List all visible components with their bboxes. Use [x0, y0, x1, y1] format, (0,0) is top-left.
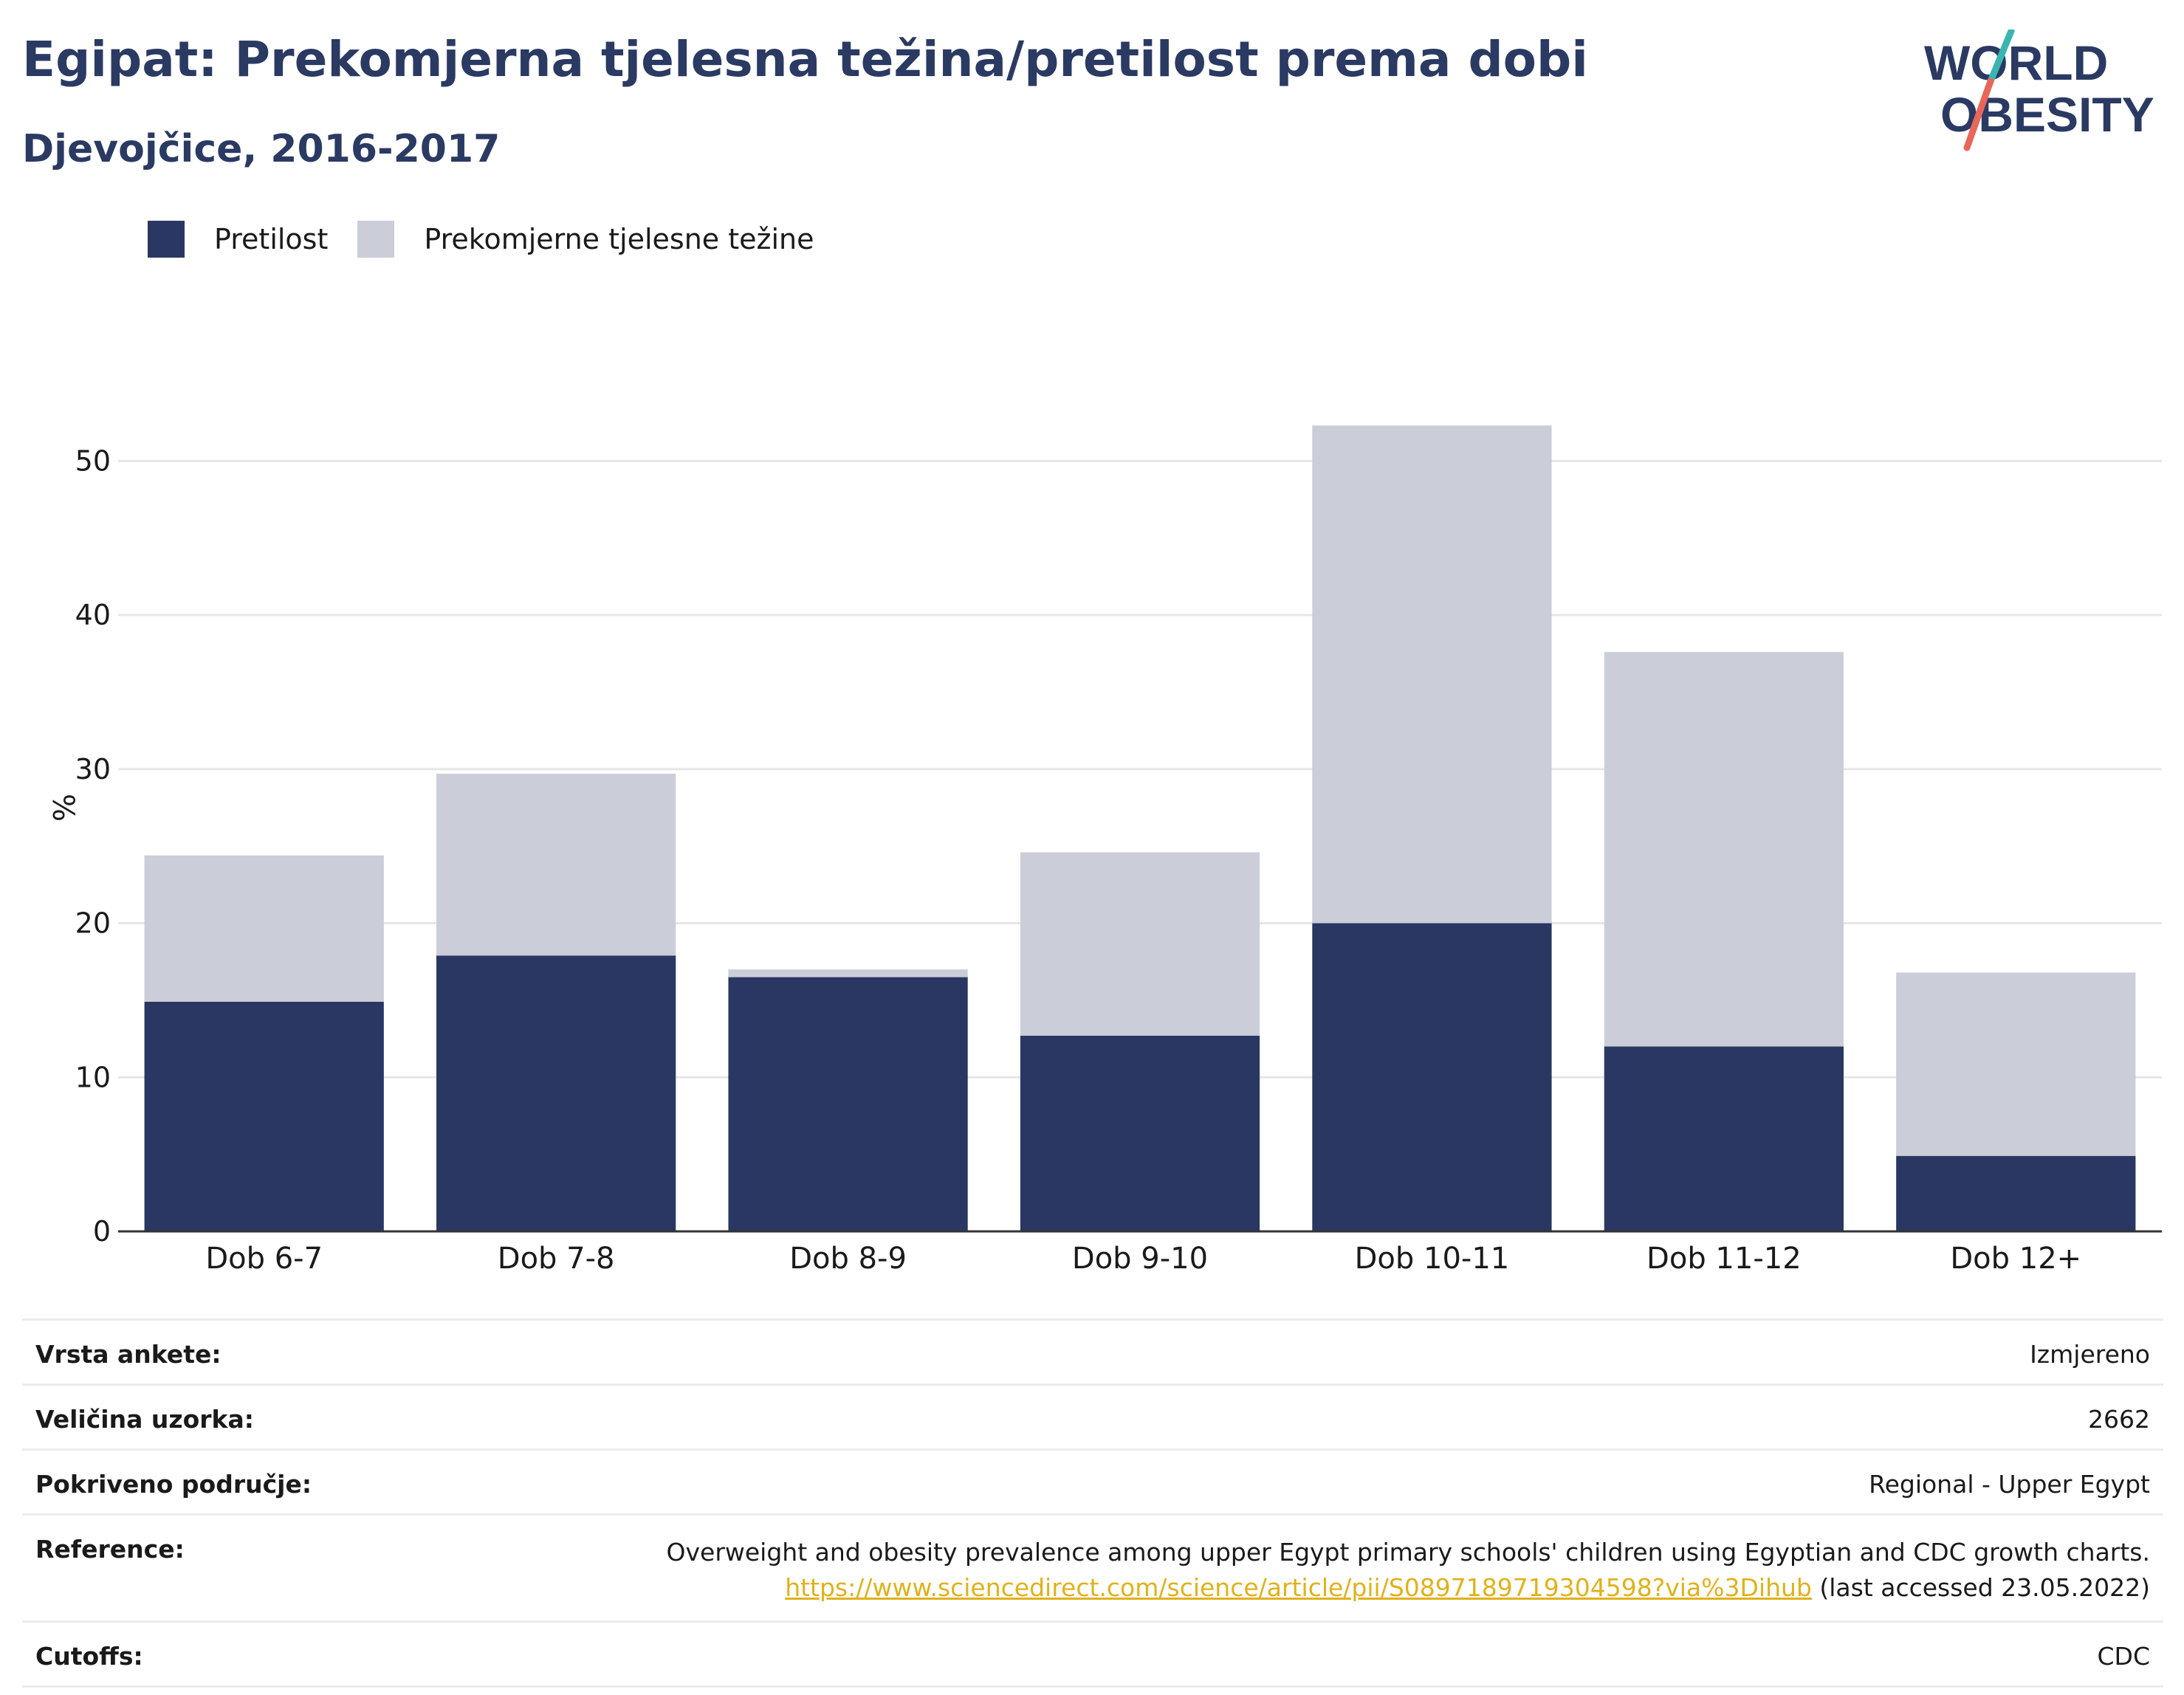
x-tick-label: Dob 9-10: [1072, 1242, 1208, 1276]
meta-row-coverage: Pokriveno područje: Regional - Upper Egy…: [22, 1448, 2163, 1513]
logo-line1: WORLD: [1924, 35, 2108, 90]
y-tick-label: 40: [75, 599, 111, 631]
legend-swatch-obesity: [148, 221, 185, 258]
bar-overweight: [1020, 852, 1260, 1036]
reference-text: Overweight and obesity prevalence among …: [666, 1538, 2150, 1567]
y-tick-label: 20: [75, 907, 111, 940]
bar-overweight: [436, 774, 676, 956]
bar-obesity: [1020, 1035, 1260, 1231]
x-tick-label: Dob 6-7: [205, 1242, 323, 1276]
y-tick-label: 50: [75, 444, 111, 477]
meta-label: Pokriveno područje:: [35, 1470, 312, 1499]
meta-row-reference: Reference: Overweight and obesity preval…: [22, 1513, 2163, 1620]
bar-obesity: [728, 977, 968, 1231]
meta-value: 2662: [2088, 1405, 2150, 1434]
y-tick-label: 10: [75, 1061, 111, 1093]
meta-label: Reference:: [35, 1535, 185, 1564]
y-tick-label: 30: [75, 753, 111, 785]
chart-legend: Pretilost Prekomjerne tjelesne težine: [148, 219, 844, 260]
meta-value: CDC: [2097, 1642, 2151, 1671]
meta-value: Regional - Upper Egypt: [1869, 1470, 2150, 1499]
meta-row-survey-type: Vrsta ankete: Izmjereno: [22, 1318, 2163, 1383]
x-tick-label: Dob 10-11: [1355, 1242, 1510, 1276]
bar-obesity: [1312, 923, 1552, 1231]
bar-obesity: [1604, 1046, 1844, 1231]
reference-accessed: (last accessed 23.05.2022): [1811, 1573, 2150, 1602]
legend-swatch-overweight: [357, 221, 395, 258]
stacked-bar-chart: 0 10 20 30 40 50% Dob 6-7 Dob 7-8 Dob 8-9 Dob 9-1…: [46, 425, 2162, 1276]
bar-obesity: [1896, 1155, 2136, 1231]
bar-obesity: [144, 1001, 384, 1231]
x-tick-label: Dob 8-9: [789, 1242, 907, 1276]
legend-item-obesity[interactable]: Pretilost: [148, 221, 328, 258]
bar-overweight: [1312, 425, 1552, 924]
page-title: Egipat: Prekomjerna tjelesna težina/pret…: [22, 31, 1588, 88]
x-tick-label: Dob 11-12: [1646, 1242, 1802, 1276]
x-tick-label: Dob 7-8: [498, 1242, 615, 1276]
legend-label-overweight: Prekomjerne tjelesne težine: [424, 223, 814, 255]
y-tick-label: 0: [93, 1215, 111, 1248]
legend-item-overweight[interactable]: Prekomjerne tjelesne težine: [357, 221, 814, 258]
survey-metadata-table: Vrsta ankete: Izmjereno Veličina uzorka:…: [22, 1318, 2163, 1688]
reference-value: Overweight and obesity prevalence among …: [667, 1535, 2150, 1606]
meta-label: Cutoffs:: [35, 1642, 143, 1671]
bar-overweight: [728, 969, 968, 977]
page-subtitle: Djevojčice, 2016-2017: [22, 127, 501, 171]
y-axis-label: %: [46, 794, 80, 822]
bar-overweight: [1604, 652, 1844, 1047]
legend-label-obesity: Pretilost: [214, 223, 329, 255]
meta-value: Izmjereno: [2030, 1340, 2150, 1369]
bar-obesity: [436, 955, 676, 1231]
bar-overweight: [144, 855, 384, 1002]
x-tick-label: Dob 12+: [1950, 1242, 2081, 1276]
meta-row-sample-size: Veličina uzorka: 2662: [22, 1383, 2163, 1448]
meta-label: Vrsta ankete:: [35, 1340, 222, 1369]
meta-label: Veličina uzorka:: [35, 1405, 254, 1434]
meta-row-cutoffs: Cutoffs: CDC: [22, 1620, 2163, 1688]
bar-overweight: [1896, 972, 2136, 1156]
logo-slash-top: [1987, 30, 2015, 85]
logo-slash-bottom: [1963, 78, 1994, 151]
reference-link[interactable]: https://www.sciencedirect.com/science/ar…: [785, 1573, 1812, 1602]
world-obesity-logo: WORLD OBESITY: [1924, 30, 2154, 151]
